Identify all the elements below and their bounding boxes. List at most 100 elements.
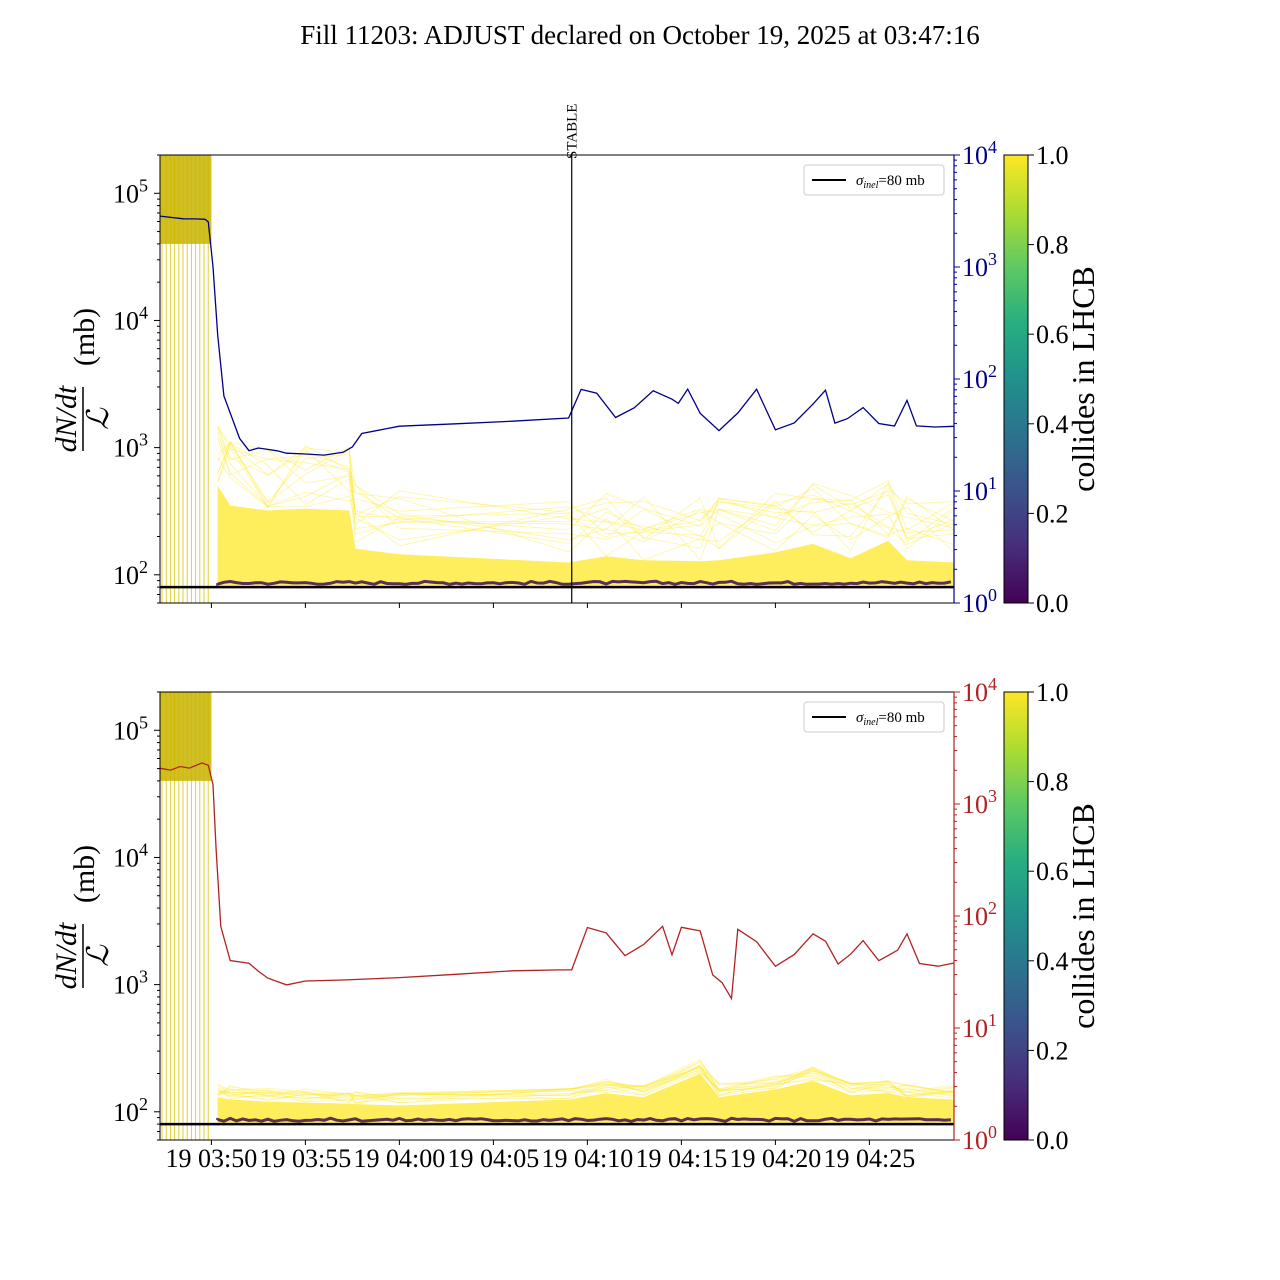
bunch-trace: [217, 427, 954, 539]
bunch-trace: [217, 441, 954, 543]
injection-band: [160, 692, 212, 781]
bunch-trace: [217, 1066, 954, 1104]
colorbar-tick-label: 1.0: [1036, 678, 1069, 707]
bunch-envelope: [217, 1073, 954, 1125]
right-tick-label: 104: [962, 137, 997, 170]
bunch-trace: [217, 437, 954, 542]
y-axis-label: dN/dt ℒ (mb): [50, 845, 115, 990]
bunch-trace: [217, 1066, 954, 1101]
y-label-numerator: dN/dt: [50, 922, 83, 989]
legend: σinel=80 mb: [803, 701, 945, 733]
y-label-unit: (mb): [68, 845, 101, 903]
legend-label: σinel=80 mb: [856, 173, 925, 191]
x-tick-label: 19 04:05: [448, 1144, 540, 1173]
colorbar-gradient: [1003, 154, 1029, 604]
bunch-trace: [217, 442, 954, 543]
x-tick-label: 19 04:15: [636, 1144, 728, 1173]
x-tick-label: 19 04:00: [354, 1144, 446, 1173]
right-tick-label: 100: [962, 585, 997, 618]
x-tick-label: 19 03:55: [260, 1144, 352, 1173]
right-tick-label: 100: [962, 1122, 997, 1155]
colorbar-tick-label: 0.4: [1036, 947, 1069, 976]
x-tick-label: 19 03:50: [166, 1144, 258, 1173]
bunch-trace: [217, 440, 954, 561]
y-tick-label: 105: [113, 175, 148, 208]
x-tick-label: 19 04:20: [730, 1144, 822, 1173]
y-tick-label: 102: [113, 1094, 148, 1127]
right-tick-label: 101: [962, 473, 997, 506]
stable-label: STABLE: [565, 104, 581, 159]
colorbar-label: collides in LHCB: [1065, 803, 1101, 1029]
bunch-trace: [217, 1068, 954, 1098]
bunch-trace: [217, 1060, 954, 1104]
bottom-panel: 102 103 104 105 dN/dt ℒ (mb) 100 101 102 103 104 19 …: [50, 674, 1101, 1173]
bunch-trace: [217, 1064, 954, 1104]
bunch-trace: [217, 431, 954, 550]
right-axis-series: [160, 215, 954, 456]
colorbar-tick-label: 1.0: [1036, 141, 1069, 170]
right-axis-series: [160, 762, 954, 1001]
y-label-numerator: dN/dt: [50, 385, 83, 452]
legend-box: [803, 164, 945, 196]
bunch-trace: [217, 1069, 954, 1103]
noncolliding-trace: [216, 1116, 952, 1124]
x-tick-label: 19 04:10: [542, 1144, 634, 1173]
bunch-trace: [217, 427, 954, 561]
x-tick-label: 19 04:25: [824, 1144, 916, 1173]
noncolliding-trace: [216, 579, 952, 587]
colorbar-tick-label: 0.6: [1036, 320, 1069, 349]
bunch-trace: [217, 425, 954, 550]
right-tick-label: 103: [962, 249, 997, 282]
bunch-trace: [217, 1072, 954, 1099]
bunch-trace: [217, 448, 954, 545]
y-tick-label: 104: [113, 839, 148, 872]
right-tick-label: 102: [962, 898, 997, 931]
axes-frame: [159, 691, 955, 1141]
bunch-band: [216, 425, 954, 588]
legend-label: σinel=80 mb: [856, 710, 925, 728]
right-tick-label: 101: [962, 1010, 997, 1043]
bunch-trace: [217, 1065, 954, 1101]
legend: σinel=80 mb: [803, 164, 945, 196]
bunch-trace: [217, 1064, 954, 1100]
right-tick-label: 104: [962, 674, 997, 707]
colorbar-tick-label: 0.0: [1036, 1126, 1069, 1155]
figure-title: Fill 11203: ADJUST declared on October 1…: [300, 20, 979, 50]
bunch-trace: [217, 1066, 954, 1100]
top-panel: STABLE 102 103 104 105 dN/dt ℒ (mb) 100 101 102 103…: [50, 104, 1101, 618]
legend-box: [803, 701, 945, 733]
bunch-trace: [217, 447, 954, 552]
y-label-denominator: ℒ: [82, 407, 115, 430]
y-axis-label: dN/dt ℒ (mb): [50, 308, 115, 453]
bunch-trace: [217, 1058, 954, 1101]
colorbar-tick-label: 0.6: [1036, 857, 1069, 886]
y-tick-label: 104: [113, 302, 148, 335]
bunch-trace: [217, 1066, 954, 1105]
bunch-trace: [217, 1061, 954, 1103]
y-tick-label: 103: [113, 967, 148, 1000]
colorbar-tick-label: 0.2: [1036, 1036, 1069, 1065]
colorbar-gradient: [1003, 691, 1029, 1141]
y-tick-label: 105: [113, 712, 148, 745]
y-label-unit: (mb): [68, 308, 101, 366]
bunch-trace: [217, 1066, 954, 1102]
bunch-trace: [217, 441, 954, 541]
bunch-trace: [217, 442, 954, 550]
colorbar-tick-label: 0.2: [1036, 499, 1069, 528]
bunch-trace: [217, 426, 954, 540]
bunch-envelope: [217, 485, 954, 588]
colorbar-tick-label: 0.4: [1036, 410, 1069, 439]
colorbar-tick-label: 0.0: [1036, 589, 1069, 618]
y-tick-label: 103: [113, 430, 148, 463]
colorbar-tick-label: 0.8: [1036, 768, 1069, 797]
colorbar-tick-label: 0.8: [1036, 231, 1069, 260]
right-tick-label: 102: [962, 361, 997, 394]
y-label-denominator: ℒ: [82, 944, 115, 967]
injection-band: [160, 155, 212, 244]
colorbar: 0.0 0.2 0.4 0.6 0.8 1.0 collides in LHCB: [1003, 678, 1101, 1155]
bunch-band: [216, 1058, 954, 1125]
plot-area: [160, 155, 954, 603]
colorbar-label: collides in LHCB: [1065, 266, 1101, 492]
bunch-trace: [217, 439, 954, 557]
plot-area: [160, 692, 954, 1140]
